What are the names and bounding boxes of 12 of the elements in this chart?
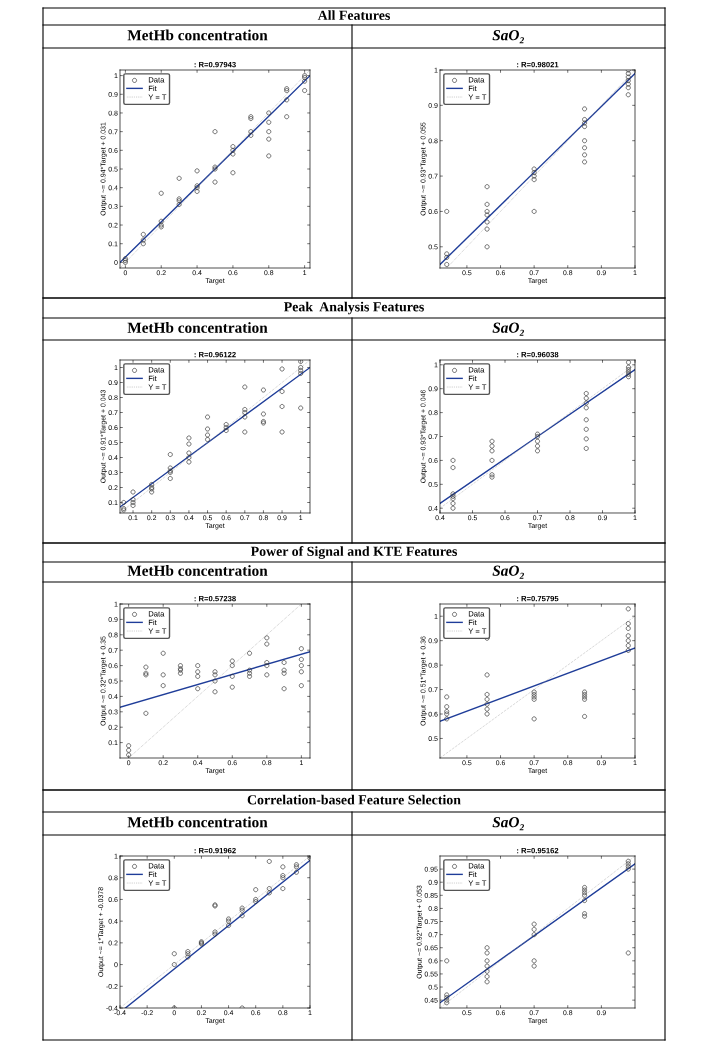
text: Peak Analysis Features	[283, 301, 424, 315]
chart-subtitle: SaO₂	[492, 322, 524, 336]
text: Correlation-based Feature Selection	[247, 794, 461, 805]
chart-subtitle: SaO₂	[492, 817, 524, 831]
chart-subtitle: SaO₂	[492, 565, 524, 579]
chart-subtitle: MetHb concentration	[127, 565, 268, 576]
text: Power of Signal and KTE Features	[250, 546, 457, 559]
text: All Features	[317, 10, 390, 21]
chart-subtitle: SaO₂	[492, 30, 524, 44]
chart-subtitle: MetHb concentration	[127, 816, 268, 828]
chart-subtitle: MetHb concentration	[127, 29, 268, 41]
chart-subtitle: MetHb concentration	[127, 322, 268, 333]
